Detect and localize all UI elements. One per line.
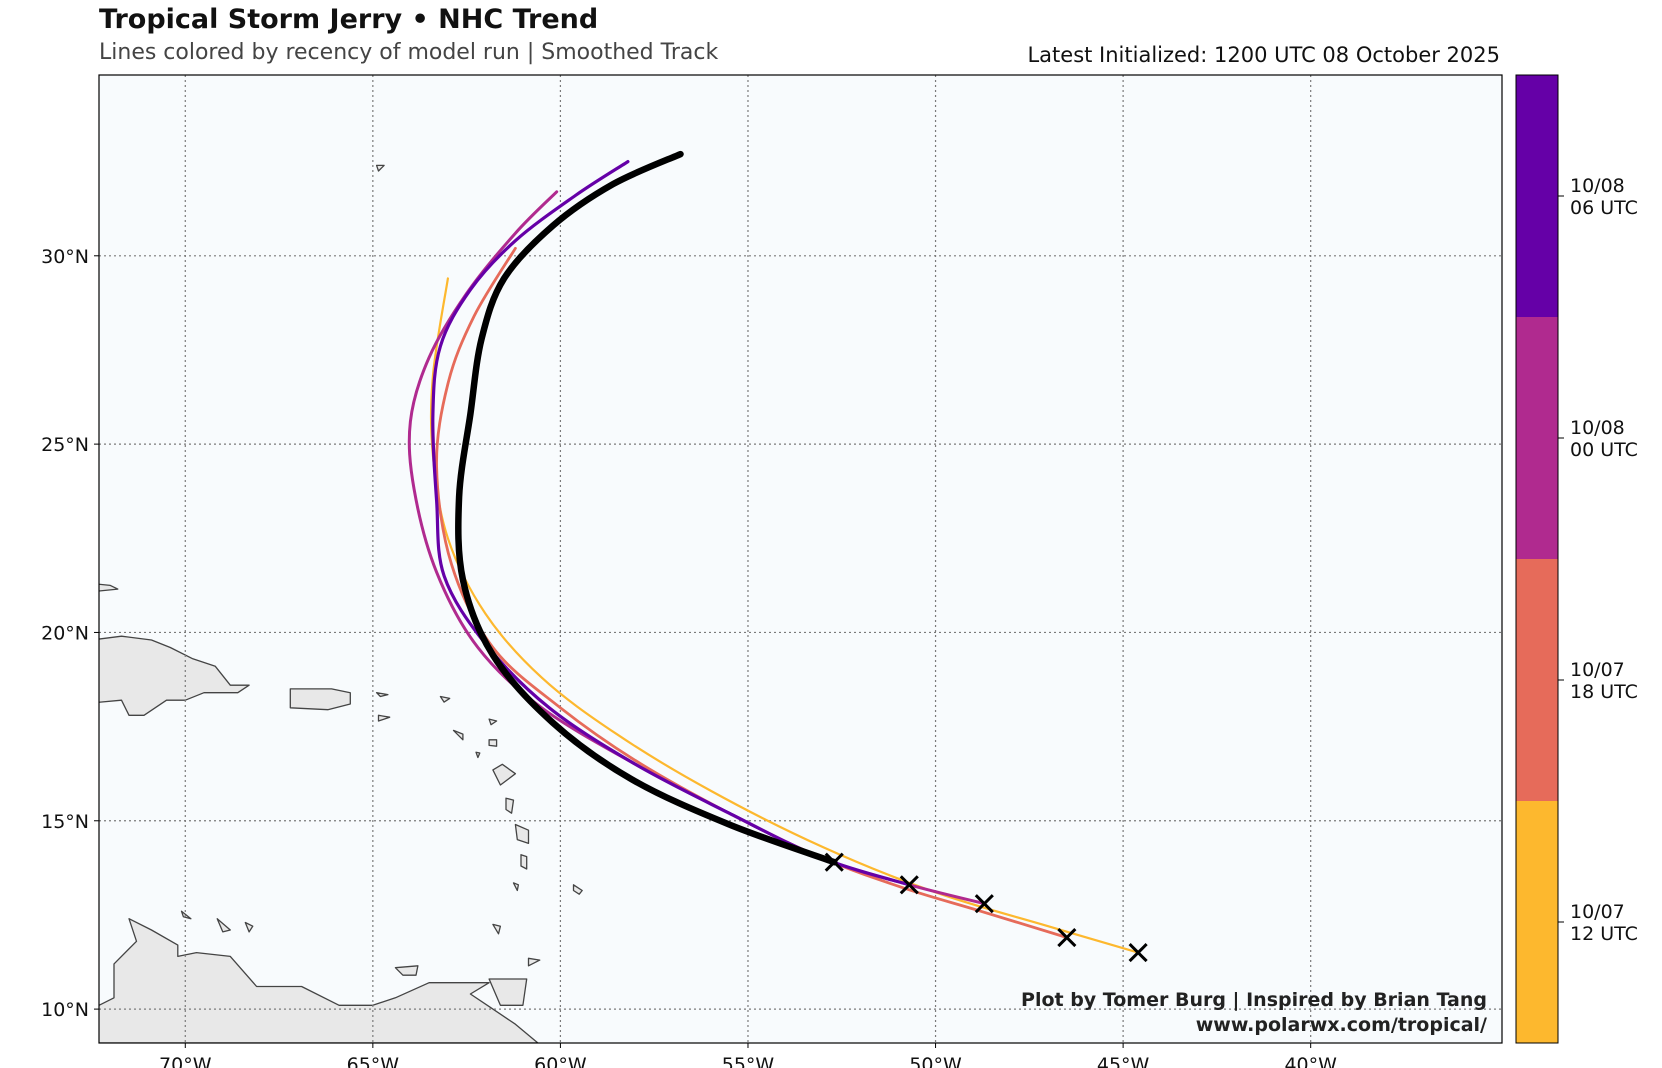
land-montserrat [475, 751, 481, 759]
land-martinique [514, 823, 530, 845]
track-line-5 [455, 150, 838, 866]
colorbar-label-time: 18 UTC [1570, 681, 1638, 703]
tick-label-lat: 30°N [41, 246, 89, 268]
track-line-4 [431, 160, 911, 887]
position-marker-2 [899, 875, 919, 895]
map-title: Tropical Storm Jerry • NHC Trend [99, 4, 599, 35]
colorbar-frame [1515, 74, 1559, 1044]
land-anguilla [439, 695, 451, 703]
position-marker-1 [824, 852, 844, 872]
position-marker-4 [1057, 927, 1077, 948]
colorbar-label-date: 10/08 [1570, 175, 1625, 197]
land-vi-2 [377, 714, 391, 722]
tick-label-lon: 70°W [159, 1054, 212, 1068]
colorbar-segment-4 [1516, 75, 1558, 317]
land-st-lucia [520, 854, 528, 870]
tick-label-lat: 20°N [41, 622, 89, 644]
map-subtitle: Lines colored by recency of model run | … [99, 40, 719, 65]
land-dominica [505, 797, 515, 814]
longitude-ticks: 70°W 65°W 60°W 55°W 50°W 45°W 40°W [159, 1043, 1337, 1068]
land-barbados [572, 884, 583, 895]
colorbar-segment-1 [1516, 801, 1558, 1043]
credit-line-1: Plot by Tomer Burg | Inspired by Brian T… [1021, 989, 1487, 1011]
position-marker-3 [974, 894, 994, 914]
map-frame [98, 74, 1503, 1044]
tick-label-lon: 55°W [722, 1054, 775, 1068]
land-aruba [180, 910, 192, 920]
land-vi-1 [375, 692, 389, 698]
gridlines [99, 75, 1502, 1043]
land-layer [65, 164, 583, 1043]
land-st-vincent [512, 882, 520, 892]
land-hispaniola [99, 635, 250, 716]
land-trinidad [488, 978, 528, 1006]
tick-label-lat: 15°N [41, 811, 89, 833]
land-tobago [527, 957, 541, 967]
land-bonaire [244, 921, 254, 933]
colorbar-label-date: 10/08 [1570, 417, 1625, 439]
land-margarita [394, 965, 419, 976]
credit-line-2: www.polarwx.com/tropical/ [1196, 1014, 1487, 1036]
land-grenada [492, 923, 502, 935]
land-bermuda [375, 164, 385, 172]
land-barbuda [488, 718, 498, 726]
land-antigua [488, 739, 498, 747]
position-markers [824, 852, 1148, 963]
land-bahamas-2 [65, 584, 80, 590]
land-puerto-rico [289, 688, 351, 711]
position-marker-5 [1128, 943, 1148, 963]
colorbar-label-time: 12 UTC [1570, 923, 1638, 945]
colorbar-segment-2 [1516, 559, 1558, 801]
land-south-america [99, 918, 539, 1043]
latest-init-label: Latest Initialized: 1200 UTC 08 October … [1027, 43, 1500, 67]
tick-label-lat: 25°N [41, 434, 89, 456]
land-st-kitts [452, 729, 464, 741]
colorbar-label-date: 10/07 [1570, 901, 1625, 923]
colorbar-label-time: 00 UTC [1570, 439, 1638, 461]
tick-label-lon: 40°W [1284, 1054, 1337, 1068]
ocean-background [99, 75, 1502, 1043]
tick-label-lon: 45°W [1097, 1054, 1150, 1068]
colorbar-label-time: 06 UTC [1570, 197, 1638, 219]
tick-label-lon: 65°W [347, 1054, 400, 1068]
colorbar-label-date: 10/07 [1570, 659, 1625, 681]
colorbar-segment-3 [1516, 317, 1558, 559]
land-bahamas-1 [99, 583, 119, 592]
tick-label-lon: 60°W [534, 1054, 587, 1068]
tick-label-lon: 50°W [909, 1054, 962, 1068]
tick-label-lat: 10°N [41, 999, 89, 1021]
land-curacao [216, 918, 231, 933]
latitude-ticks: 10°N 15°N 20°N 25°N 30°N [41, 246, 99, 1021]
land-guadeloupe [492, 763, 517, 786]
